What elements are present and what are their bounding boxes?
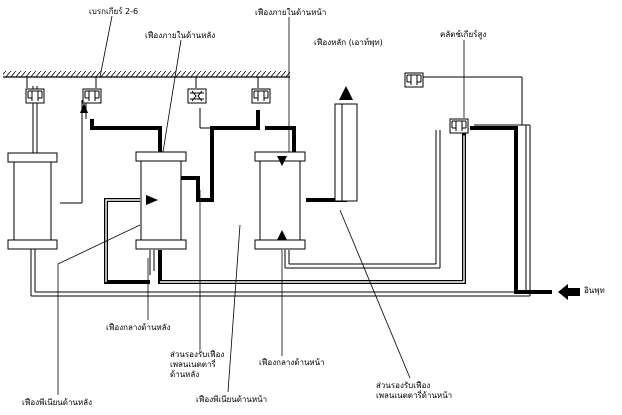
front-ring-coupler bbox=[251, 88, 271, 104]
rear-planetary-set bbox=[135, 151, 187, 250]
leader-lines bbox=[57, 15, 465, 395]
thin-linkages bbox=[26, 76, 531, 297]
label-front-sun-gear: เฟืองกลางด้านหน้า bbox=[259, 358, 325, 367]
power-flow-inner bbox=[105, 130, 465, 283]
label-input: อินพุท bbox=[584, 286, 605, 295]
main-output-gear bbox=[334, 103, 358, 202]
high-clutch-coupler bbox=[449, 118, 469, 134]
label-rear-sun-gear: เฟืองกลางด้านหลัง bbox=[106, 323, 171, 332]
brake-2-6-coupler bbox=[82, 88, 102, 104]
rear-brake-coupler bbox=[25, 88, 45, 104]
high-clutch-upper-coupler bbox=[404, 72, 424, 88]
coupler-symbols bbox=[25, 72, 469, 134]
label-front-carrier: ส่วนรองรับเฟือง เพลนเนตตารี่ด้านหน้า bbox=[376, 381, 453, 400]
rear-brake-drum bbox=[7, 152, 58, 250]
one-way-clutch-symbol bbox=[187, 88, 207, 104]
label-rear-pinion: เฟืองพีเนียนด้านหลัง bbox=[22, 398, 92, 407]
label-rear-carrier: ส่วนรองรับเฟือง เพลนเนตตารี่ ด้านหลัง bbox=[170, 350, 225, 379]
label-front-pinion: เฟืองพีเนียนด้านหน้า bbox=[196, 395, 268, 404]
label-main-gear-output: เฟืองหลัก (เอาท์พุท) bbox=[314, 38, 383, 47]
label-front-ring-gear: เฟืองภายในด้านหน้า bbox=[255, 8, 327, 17]
label-brake-2-6: เบรกเกียร์ 2-6 bbox=[89, 7, 139, 16]
transmission-housing bbox=[3, 71, 290, 78]
label-high-clutch: คลัตช์เกียร์สูง bbox=[440, 30, 487, 39]
input-arrow-icon bbox=[558, 284, 580, 300]
label-rear-ring-gear: เฟืองภายในด้านหลัง bbox=[145, 31, 216, 40]
